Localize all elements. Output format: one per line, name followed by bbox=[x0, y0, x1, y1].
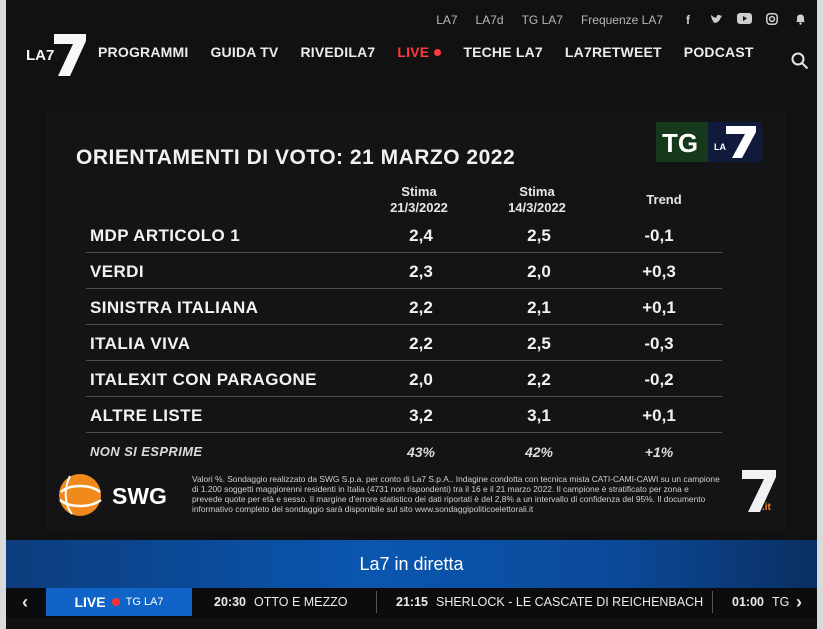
top-utility-bar: LA7 LA7d TG LA7 Frequenze LA7 f bbox=[436, 8, 807, 32]
poll-title: ORIENTAMENTI DI VOTO: 21 MARZO 2022 bbox=[76, 146, 516, 169]
twitter-icon[interactable] bbox=[709, 13, 723, 28]
trend-value: +0,1 bbox=[642, 298, 676, 317]
schedule-item[interactable]: 20:30 OTTO E MEZZO bbox=[214, 595, 348, 609]
estimate-current: 2,2 bbox=[409, 334, 433, 353]
swg-logo-text: SWG bbox=[112, 483, 167, 509]
top-link-la7d[interactable]: LA7d bbox=[475, 13, 504, 27]
table-row: ITALEXIT CON PARAGONE 2,0 2,2 -0,2 bbox=[86, 362, 722, 397]
tg-logo-text: TG bbox=[662, 128, 698, 158]
schedule-item-time: 21:15 bbox=[396, 595, 428, 609]
schedule-item-time: 01:00 bbox=[732, 595, 764, 609]
facebook-icon[interactable]: f bbox=[686, 13, 690, 27]
nav-rivedila7[interactable]: RIVEDILA7 bbox=[300, 44, 376, 60]
trend-value: +0,1 bbox=[642, 406, 676, 425]
estimate-current: 43% bbox=[406, 444, 436, 460]
logo-text: LA7 bbox=[26, 47, 54, 64]
la7-logo[interactable]: LA7 bbox=[24, 32, 86, 76]
schedule-live-program: TG LA7 bbox=[125, 596, 164, 608]
top-link-tg-la7[interactable]: TG LA7 bbox=[521, 13, 563, 27]
schedule-next-arrow-icon[interactable]: › bbox=[796, 592, 802, 612]
notification-bell-icon[interactable] bbox=[793, 13, 807, 28]
top-link-frequenze[interactable]: Frequenze LA7 bbox=[580, 13, 663, 27]
estimate-current: 2,2 bbox=[409, 298, 433, 317]
col-header-previous-date: 14/3/2022 bbox=[508, 200, 566, 215]
schedule-item-title: SHERLOCK - LE CASCATE DI REICHENBACH bbox=[435, 595, 704, 609]
party-name: MDP ARTICOLO 1 bbox=[90, 226, 241, 245]
nav-la7retweet[interactable]: LA7RETWEET bbox=[564, 44, 662, 60]
nav-guida-tv[interactable]: GUIDA TV bbox=[210, 44, 279, 60]
party-name: ITALEXIT CON PARAGONE bbox=[90, 370, 317, 389]
nav-live-label: LIVE bbox=[397, 44, 430, 60]
estimate-previous: 2,5 bbox=[527, 334, 551, 353]
nav-programmi[interactable]: PROGRAMMI bbox=[98, 44, 189, 60]
estimate-current: 2,4 bbox=[409, 226, 433, 245]
nav-podcast[interactable]: PODCAST bbox=[683, 44, 754, 60]
schedule-live-label: LIVE bbox=[74, 594, 106, 610]
search-icon[interactable] bbox=[791, 52, 809, 70]
party-name: VERDI bbox=[90, 262, 144, 281]
schedule-item-title: TG bbox=[771, 595, 790, 609]
schedule-bar: ‹ LIVE TG LA7 20:30 OTTO E MEZZO 21:15 SHE… bbox=[6, 588, 817, 618]
estimate-current: 3,2 bbox=[409, 406, 433, 425]
party-name: SINISTRA ITALIANA bbox=[90, 298, 259, 317]
schedule-item[interactable]: 01:00 TG bbox=[732, 595, 789, 609]
schedule-divider bbox=[712, 591, 713, 613]
youtube-icon[interactable] bbox=[737, 13, 752, 27]
estimate-previous: 2,0 bbox=[527, 262, 551, 281]
tg-la7-logo: TG LA bbox=[656, 122, 762, 162]
schedule-item-title: OTTO E MEZZO bbox=[253, 595, 348, 609]
tv-screen: LA7 LA7d TG LA7 Frequenze LA7 f LA7 bbox=[6, 0, 817, 629]
col-header-previous-label: Stima bbox=[519, 184, 555, 199]
estimate-previous: 2,5 bbox=[527, 226, 551, 245]
live-banner[interactable]: La7 in diretta bbox=[6, 540, 817, 588]
col-header-current: Stima 21/3/2022 bbox=[364, 184, 474, 216]
live-banner-title: La7 in diretta bbox=[359, 554, 464, 574]
schedule-divider bbox=[376, 591, 377, 613]
col-header-current-label: Stima bbox=[401, 184, 437, 199]
schedule-item-time: 20:30 bbox=[214, 595, 246, 609]
schedule-item[interactable]: 21:15 SHERLOCK - LE CASCATE DI REICHENBAC… bbox=[396, 595, 703, 609]
social-icons: f bbox=[681, 12, 807, 28]
party-name: ALTRE LISTE bbox=[90, 406, 203, 425]
nav-teche-la7[interactable]: TECHE LA7 bbox=[463, 44, 543, 60]
la7-it-logo: .it bbox=[732, 468, 778, 514]
trend-value: -0,1 bbox=[644, 226, 674, 245]
estimate-previous: 3,1 bbox=[527, 406, 551, 425]
table-row: SINISTRA ITALIANA 2,2 2,1 +0,1 bbox=[86, 290, 722, 325]
party-name: ITALIA VIVA bbox=[90, 334, 191, 353]
estimate-previous: 2,1 bbox=[527, 298, 551, 317]
poll-panel: TG LA ORIENTAMENTI DI VOTO: 21 MARZO 202… bbox=[46, 112, 786, 532]
live-dot-icon bbox=[434, 48, 442, 56]
estimate-previous: 2,2 bbox=[527, 370, 551, 389]
top-link-la7[interactable]: LA7 bbox=[436, 13, 458, 27]
tg-logo-sub: LA bbox=[714, 142, 726, 152]
col-header-previous: Stima 14/3/2022 bbox=[482, 184, 592, 216]
schedule-prev-arrow-icon[interactable]: ‹ bbox=[22, 592, 28, 612]
table-row: ITALIA VIVA 2,2 2,5 -0,3 bbox=[86, 326, 722, 361]
trend-value: -0,2 bbox=[644, 370, 674, 389]
poll-methodology-note: Valori %. Sondaggio realizzato da SWG S.… bbox=[192, 474, 720, 514]
trend-value: +0,3 bbox=[642, 262, 676, 281]
schedule-live-now[interactable]: LIVE TG LA7 bbox=[46, 588, 192, 616]
instagram-icon[interactable] bbox=[765, 12, 779, 28]
table-row: NON SI ESPRIME 43% 42% +1% bbox=[86, 434, 722, 468]
swg-logo: SWG bbox=[56, 470, 178, 520]
col-header-current-date: 21/3/2022 bbox=[390, 200, 448, 215]
table-row: ALTRE LISTE 3,2 3,1 +0,1 bbox=[86, 398, 722, 433]
table-row: MDP ARTICOLO 1 2,4 2,5 -0,1 bbox=[86, 218, 722, 253]
la7-it-suffix: .it bbox=[762, 502, 772, 513]
estimate-previous: 42% bbox=[524, 444, 554, 460]
table-row: VERDI 2,3 2,0 +0,3 bbox=[86, 254, 722, 289]
nav-live[interactable]: LIVE bbox=[397, 44, 442, 60]
trend-value: -0,3 bbox=[644, 334, 674, 353]
col-header-trend: Trend bbox=[646, 192, 682, 207]
estimate-current: 2,0 bbox=[409, 370, 433, 389]
estimate-current: 2,3 bbox=[409, 262, 433, 281]
trend-value: +1% bbox=[644, 444, 674, 460]
party-name: NON SI ESPRIME bbox=[90, 444, 203, 459]
live-dot-icon bbox=[111, 598, 120, 606]
main-nav: PROGRAMMI GUIDA TV RIVEDILA7 LIVE TECHE … bbox=[98, 44, 754, 60]
